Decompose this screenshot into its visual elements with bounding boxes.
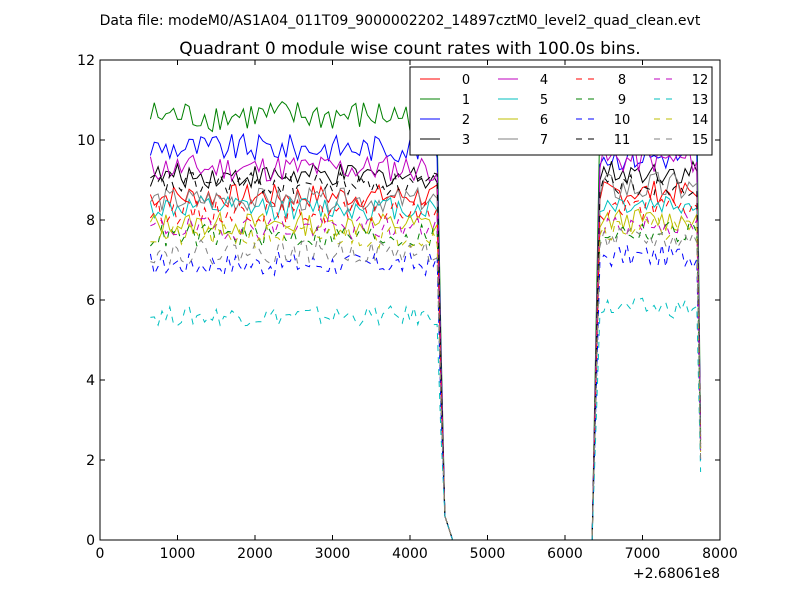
series-line-3 [149,160,702,541]
y-tick-label: 6 [86,293,95,309]
series-line-9 [150,221,702,541]
legend-label-11: 11 [614,133,631,148]
legend-label-14: 14 [692,113,709,128]
y-tick-label: 10 [77,133,95,149]
legend-label-5: 5 [540,93,548,108]
series-line-2 [149,132,702,541]
legend-label-13: 13 [692,93,709,108]
series-line-15 [150,227,702,541]
y-tick-label: 12 [77,53,95,69]
x-tick-label: 4000 [392,546,428,562]
series-line-6 [149,208,702,541]
chart-title: Quadrant 0 module wise count rates with … [179,39,640,59]
legend-label-15: 15 [692,133,709,148]
series-layer [149,91,702,541]
legend-box [409,66,713,156]
figure-suptitle: Data file: modeM0/AS1A04_011T09_90000022… [100,13,701,29]
legend-label-6: 6 [540,113,548,128]
legend-label-9: 9 [618,93,626,108]
axis-ticks: 0 1000 2000 3000 4000 5000 6000 7000 80000246810… [77,53,738,562]
legend-label-8: 8 [618,73,626,88]
legend-label-10: 10 [614,113,631,128]
x-tick-label: 7000 [625,546,661,562]
series-line-8 [149,194,702,541]
x-tick-label: 8000 [702,546,738,562]
y-tick-label: 0 [86,533,95,549]
x-tick-label: 2000 [237,546,273,562]
legend-label-0: 0 [462,73,470,88]
series-line-13 [150,297,702,541]
x-axis-offset-label: +2.68061e8 [633,566,720,582]
series-line-0 [149,180,702,541]
x-tick-label: 5000 [470,546,506,562]
x-tick-label: 3000 [315,546,351,562]
series-line-11 [150,171,702,541]
series-line-10 [149,244,702,541]
legend-label-7: 7 [540,133,548,148]
legend-label-12: 12 [692,73,709,88]
x-tick-label: 1000 [160,546,196,562]
series-line-12 [150,212,702,541]
legend-label-2: 2 [462,113,470,128]
series-line-7 [149,171,702,541]
x-tick-label: 6000 [547,546,583,562]
series-line-14 [150,216,702,541]
y-tick-label: 8 [86,213,95,229]
legend-label-4: 4 [540,73,548,88]
series-line-5 [149,195,702,541]
legend-label-3: 3 [462,133,470,148]
legend-label-1: 1 [462,93,470,108]
x-tick-label: 0 [96,546,105,562]
y-tick-label: 2 [86,453,95,469]
y-tick-label: 4 [86,373,95,389]
